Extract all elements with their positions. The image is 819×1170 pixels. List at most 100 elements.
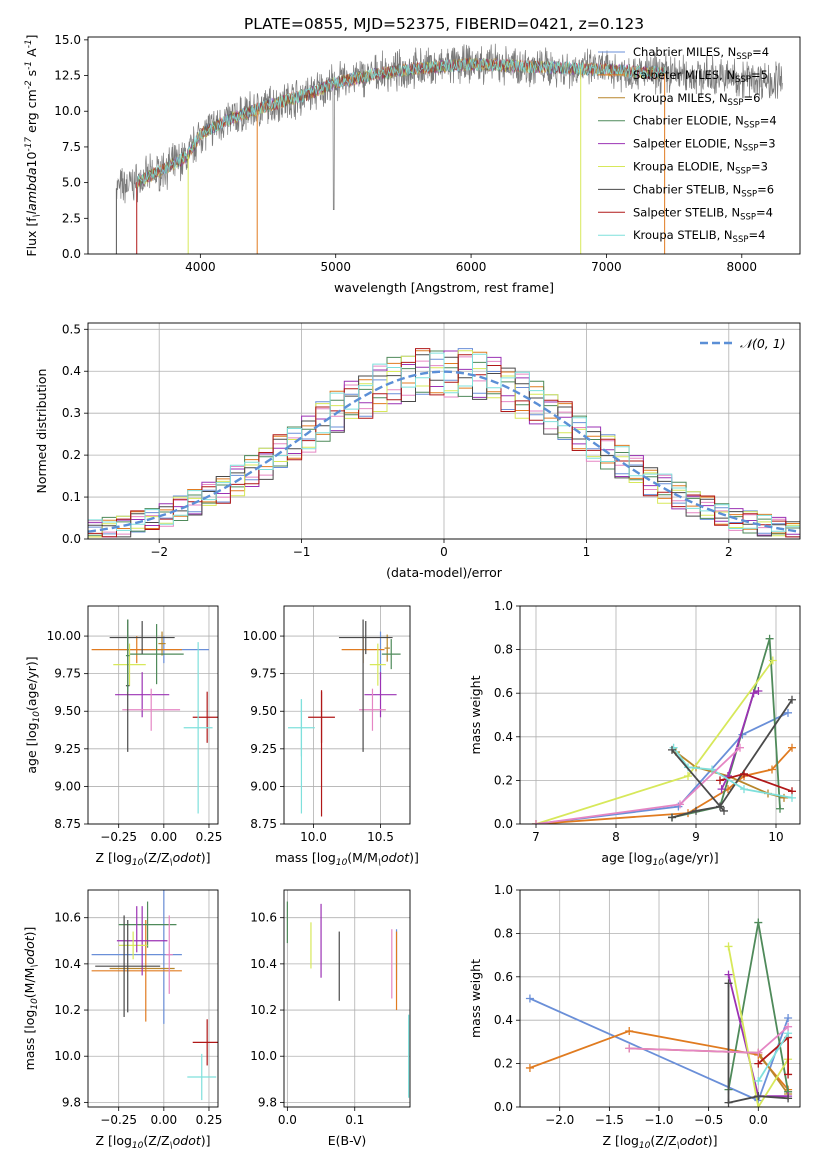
y-tick-label: 9.8	[62, 1095, 81, 1109]
y-tick-label: 0.4	[494, 730, 513, 744]
x-tick-label: −0.25	[100, 830, 137, 844]
histogram-kroupa-stelib	[88, 352, 800, 532]
x-tick-label: 7	[532, 830, 540, 844]
weight-marker	[525, 994, 534, 1003]
y-tick-label: 10.4	[250, 957, 277, 971]
x-axis-label: Z [log10(Z/Z\odot)]	[602, 1133, 717, 1151]
weight-marker	[776, 804, 784, 813]
weight-marker	[724, 942, 733, 951]
y-tick-label: 0.0	[494, 1100, 513, 1114]
x-tick-label: −2.0	[545, 1113, 574, 1127]
weight-marker	[784, 1022, 793, 1031]
y-axis-label: mass weight	[468, 959, 483, 1038]
weight-marker	[754, 1059, 763, 1068]
legend-entry: Salpeter STELIB, NSSP=4	[633, 205, 773, 222]
y-tick-label: 10.2	[54, 1003, 81, 1017]
figure-title: PLATE=0855, MJD=52375, FIBERID=0421, z=0…	[244, 15, 644, 33]
weight-marker	[754, 1103, 763, 1107]
panel-residuals: −2 −1 0 1 2 0.0 0.1 0.2 0.3 0.4 0.5 (data-model)/er…	[34, 322, 801, 580]
weight-marker	[768, 656, 777, 665]
y-tick-label: 0.8	[494, 643, 513, 657]
x-tick-label: 0	[440, 545, 448, 559]
x-axis-label: (data-model)/error	[386, 565, 503, 580]
weight-marker	[754, 1076, 763, 1085]
y-tick-label: 10.6	[250, 911, 277, 925]
axes-frame	[519, 605, 801, 825]
plot-area	[525, 918, 793, 1107]
legend-entry: Kroupa STELIB, NSSP=4	[633, 228, 765, 245]
weight-marker	[740, 785, 748, 794]
weight-marker	[625, 1044, 634, 1053]
y-tick-label: 8.75	[250, 817, 277, 831]
x-tick-label: 6000	[456, 260, 487, 274]
weight-line-kroupa-elodie	[727, 946, 789, 1107]
weight-marker	[768, 765, 776, 774]
plot-area	[288, 619, 401, 817]
weight-line-kroupa-elodie	[535, 659, 774, 824]
x-tick-label: 4000	[185, 260, 216, 274]
weight-marker	[784, 1014, 793, 1023]
y-tick-label: 10.00	[243, 629, 277, 643]
weight-line-pinkhist	[535, 747, 741, 824]
y-tick-label: 9.50	[54, 704, 81, 718]
y-tick-label: 7.5	[62, 140, 81, 154]
y-tick-label: 0.2	[62, 448, 81, 462]
weight-line-kroupa-stelib	[757, 1032, 789, 1082]
weight-marker	[716, 776, 724, 785]
axes-frame	[87, 36, 801, 255]
x-tick-label: 2	[725, 545, 733, 559]
weight-marker	[724, 979, 733, 988]
x-tick-label: −2	[150, 545, 168, 559]
y-tick-label: 0.0	[494, 817, 513, 831]
x-tick-label: 8000	[727, 260, 758, 274]
x-axis-label: Z [log10(Z/Z\odot)]	[95, 850, 210, 868]
y-tick-label: 1.0	[494, 883, 513, 897]
weight-marker	[788, 695, 796, 704]
y-tick-label: 9.75	[54, 667, 81, 681]
x-axis-label: mass [log10(M/M\odot)]	[275, 850, 419, 868]
x-tick-label: 1	[583, 545, 591, 559]
weight-marker	[784, 1094, 793, 1103]
model-spectrum-salpeter-stelib	[136, 57, 665, 189]
plot-area	[91, 619, 218, 814]
residuals-legend: 𝒩(0, 1)	[700, 336, 786, 351]
y-tick-label: 0.4	[62, 364, 81, 378]
y-tick-label: 0.8	[494, 926, 513, 940]
plot-area	[88, 348, 800, 538]
panel-weight_vs_Z: −2.0 −1.5 −1.0 −0.5 0.0 0.0 0.2 0.4 0.6 0.8 1.0 Z […	[468, 883, 801, 1151]
weight-marker	[724, 970, 733, 979]
x-tick-label: 7000	[591, 260, 622, 274]
y-tick-label: 0.2	[494, 1057, 513, 1071]
x-tick-label: 0.00	[150, 1113, 177, 1127]
y-tick-label: 9.00	[250, 779, 277, 793]
y-tick-label: 9.25	[54, 742, 81, 756]
weight-marker	[668, 745, 676, 754]
plot-area	[115, 43, 783, 254]
y-tick-label: 10.2	[250, 1003, 277, 1017]
model-spectrum-kroupa-stelib	[136, 58, 665, 189]
y-tick-label: 0.0	[62, 247, 81, 261]
plot-area	[286, 901, 410, 1098]
x-tick-label: −1.5	[595, 1113, 624, 1127]
axes-frame	[87, 605, 219, 825]
y-tick-label: 0.2	[494, 773, 513, 787]
weight-line-chabrier-stelib	[671, 699, 793, 819]
axes-frame	[519, 889, 801, 1108]
weight-line-salpeter-elodie	[720, 690, 759, 790]
weight-marker	[684, 772, 692, 781]
legend-entry: Chabrier STELIB, NSSP=6	[633, 182, 774, 199]
legend-entry: Chabrier ELODIE, NSSP=4	[633, 114, 777, 131]
y-tick-label: 2.5	[62, 211, 81, 225]
weight-marker	[676, 800, 684, 809]
x-tick-label: 10	[768, 830, 783, 844]
legend-entry: 𝒩(0, 1)	[740, 336, 786, 351]
panel-weight_vs_age: 7 8 9 10 0.0 0.2 0.4 0.6 0.8 1.0 age [log10(age/yr…	[468, 599, 801, 868]
weight-marker	[625, 1027, 634, 1036]
weight-marker	[754, 1092, 763, 1101]
legend-entry: Salpeter ELODIE, NSSP=3	[633, 137, 776, 154]
x-tick-label: 0.0	[278, 1113, 297, 1127]
weight-marker	[780, 793, 788, 802]
weight-marker	[788, 793, 796, 802]
y-tick-label: 9.8	[258, 1095, 277, 1109]
weight-marker	[668, 813, 676, 822]
